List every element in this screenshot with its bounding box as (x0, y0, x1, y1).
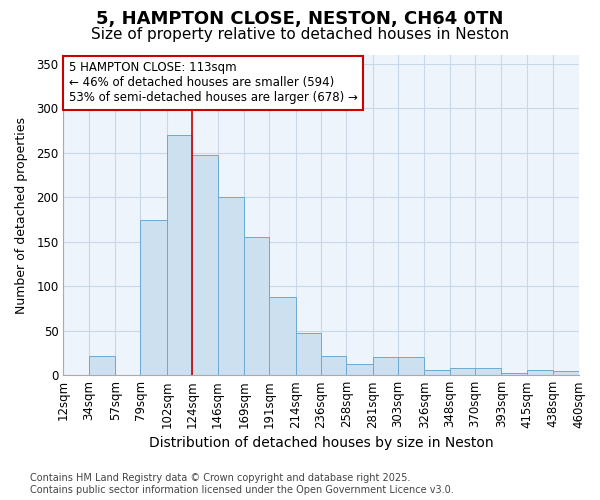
Bar (244, 238, 269, 375)
Text: 5, HAMPTON CLOSE, NESTON, CH64 0TN: 5, HAMPTON CLOSE, NESTON, CH64 0TN (97, 10, 503, 28)
Y-axis label: Number of detached properties: Number of detached properties (15, 116, 28, 314)
Bar (502, 372, 527, 375)
Bar (192, 154, 218, 375)
Bar (218, 198, 244, 375)
Bar (269, 297, 296, 375)
Bar (167, 135, 192, 375)
Bar (398, 358, 424, 375)
Bar (475, 368, 502, 375)
Bar (450, 368, 475, 375)
Bar (424, 370, 450, 375)
Bar (553, 370, 578, 375)
Bar (321, 356, 346, 375)
Bar (140, 220, 167, 375)
Text: Size of property relative to detached houses in Neston: Size of property relative to detached ho… (91, 28, 509, 42)
Bar (296, 334, 321, 375)
X-axis label: Distribution of detached houses by size in Neston: Distribution of detached houses by size … (149, 436, 493, 450)
Bar (346, 364, 373, 375)
Bar (373, 358, 398, 375)
Text: Contains HM Land Registry data © Crown copyright and database right 2025.
Contai: Contains HM Land Registry data © Crown c… (30, 474, 454, 495)
Bar (527, 370, 553, 375)
Bar (89, 356, 115, 375)
Text: 5 HAMPTON CLOSE: 113sqm
← 46% of detached houses are smaller (594)
53% of semi-d: 5 HAMPTON CLOSE: 113sqm ← 46% of detache… (68, 62, 358, 104)
